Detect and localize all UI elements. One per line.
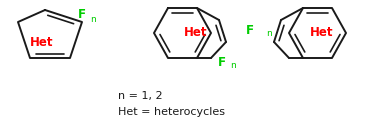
Text: F: F — [218, 55, 226, 68]
Text: n = 1, 2: n = 1, 2 — [118, 91, 163, 101]
Text: n: n — [230, 62, 236, 71]
Text: Het = heterocycles: Het = heterocycles — [118, 107, 225, 117]
Text: n: n — [90, 14, 96, 23]
Text: Het: Het — [30, 35, 54, 48]
Text: F: F — [246, 23, 254, 36]
Text: Het: Het — [310, 26, 334, 39]
Text: n: n — [266, 30, 272, 39]
Text: F: F — [78, 9, 86, 22]
Text: Het: Het — [184, 26, 208, 39]
